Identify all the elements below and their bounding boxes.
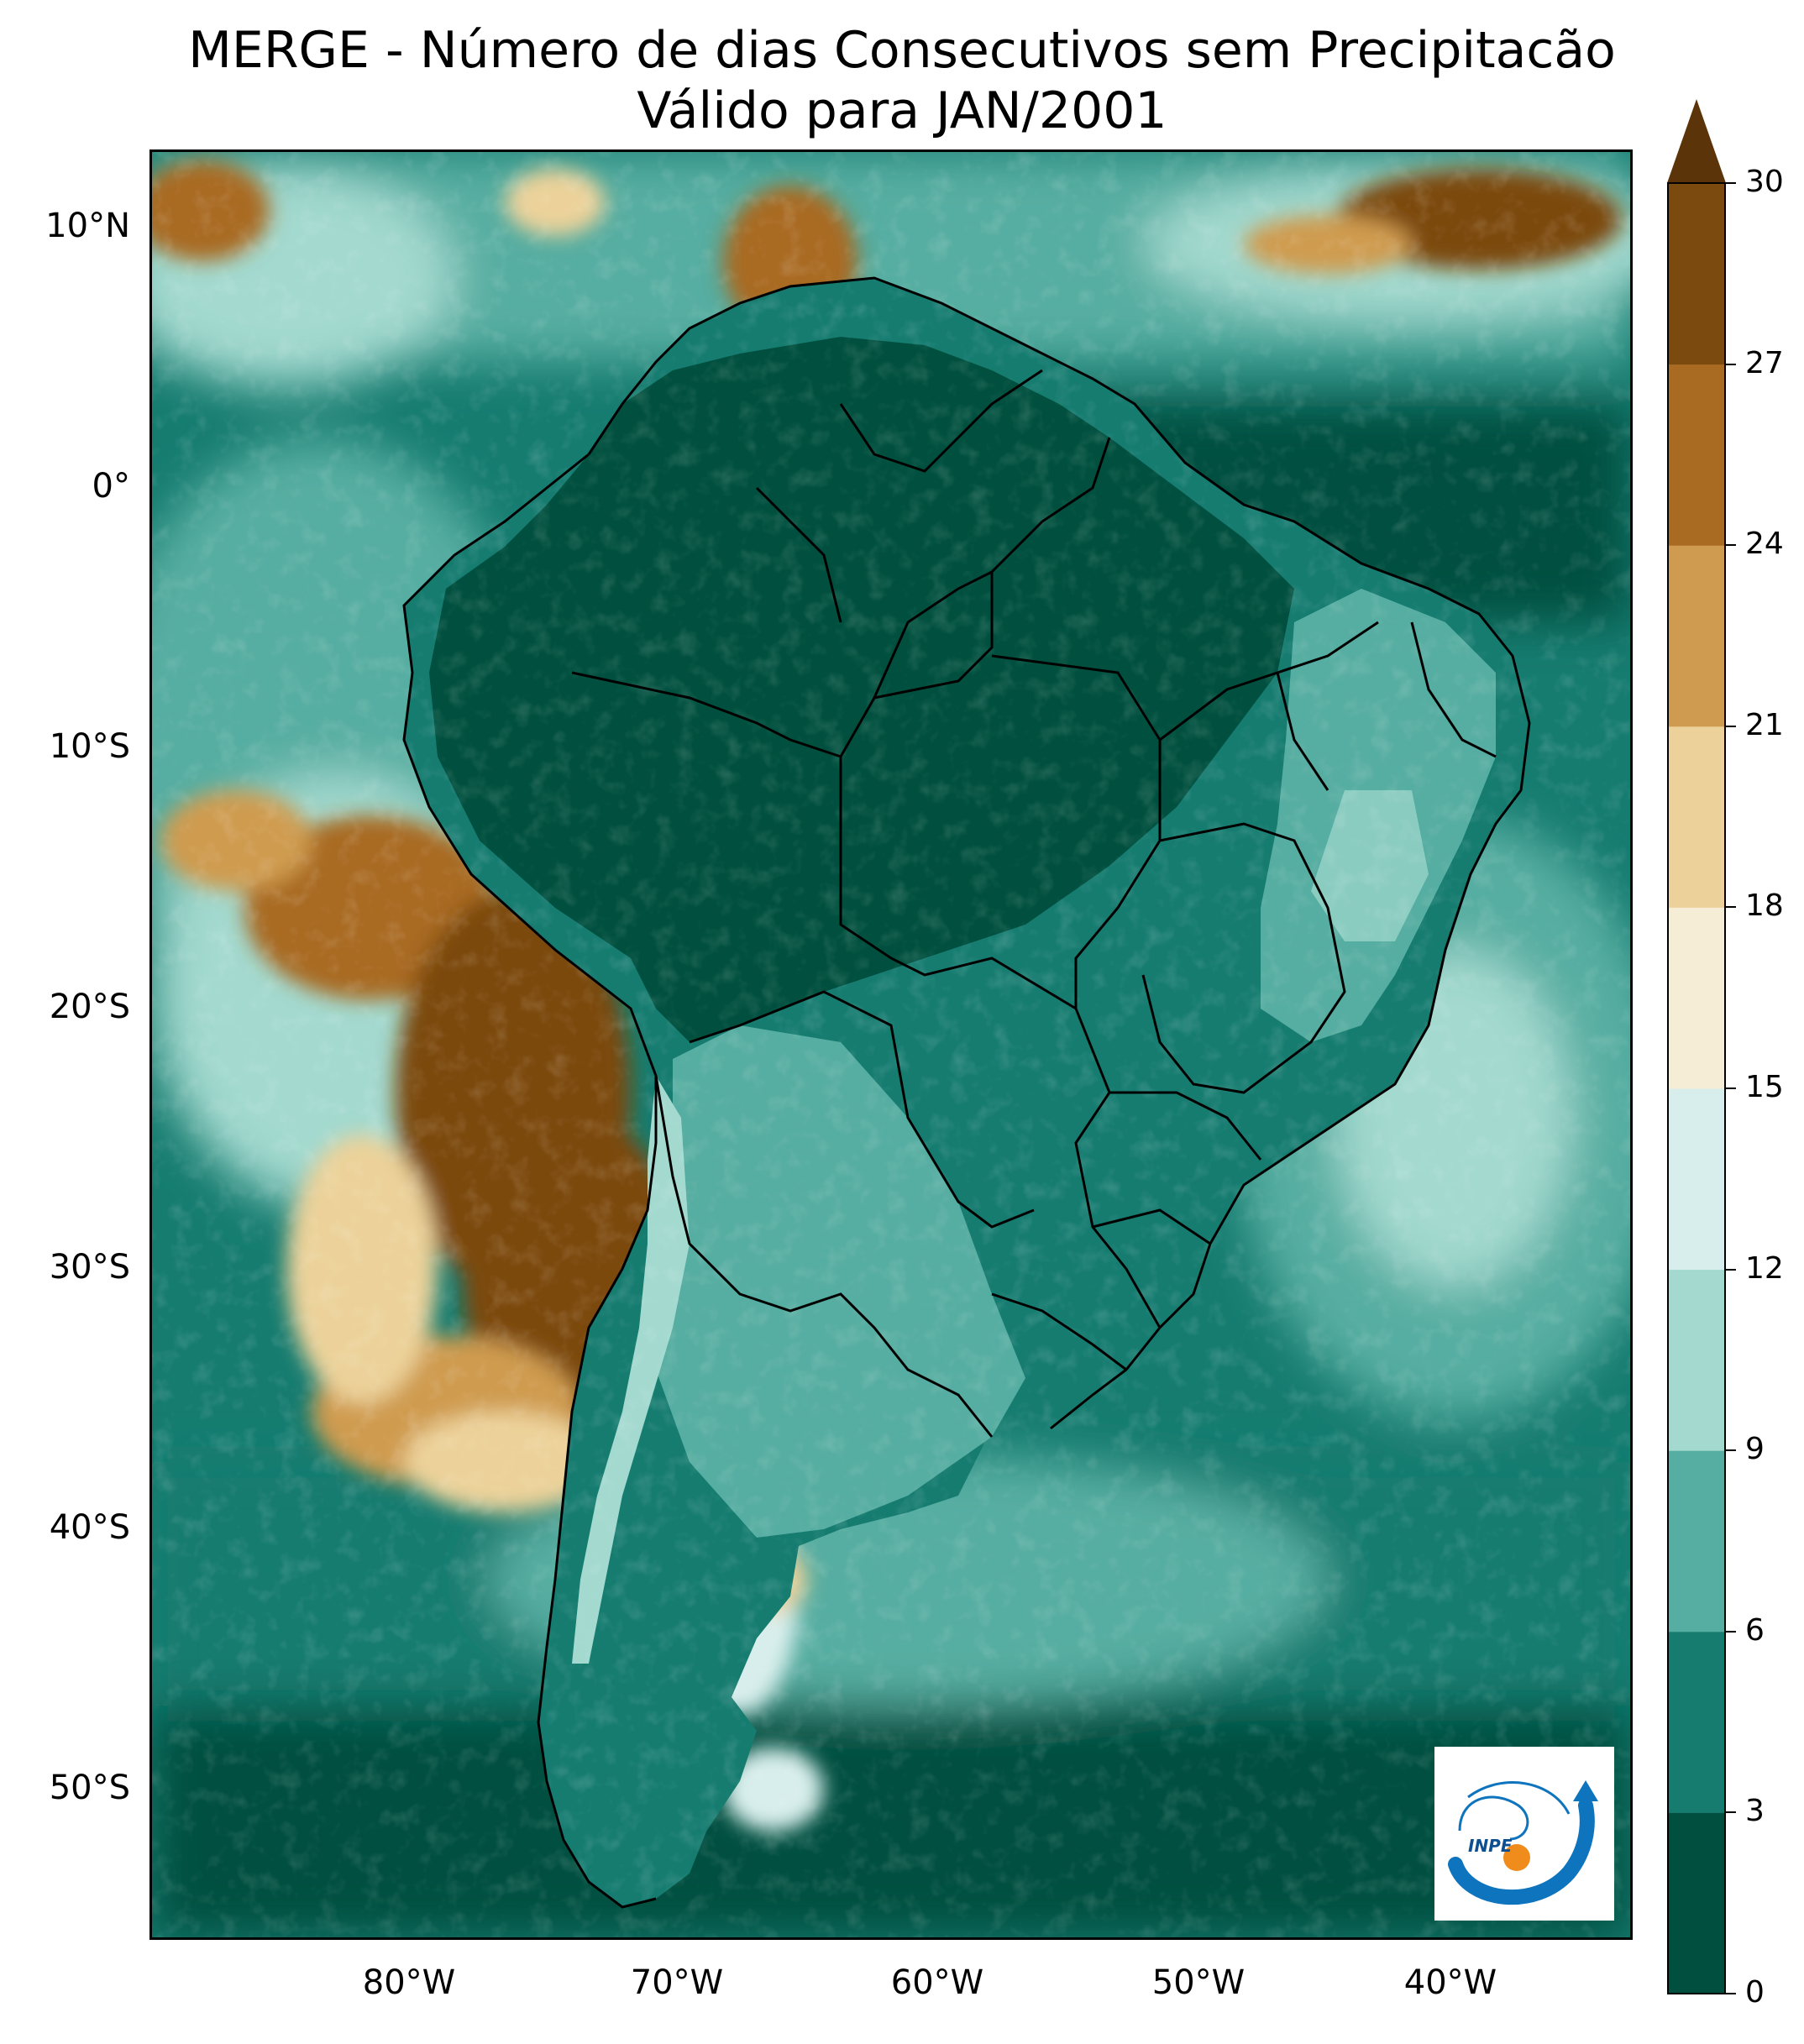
colorbar-tick [1726, 182, 1736, 184]
lat-tick-label: 10°N [45, 207, 130, 245]
map-subtitle: Válido para JAN/2001 [637, 81, 1167, 140]
inpe-logo-text: INPE [1468, 1836, 1513, 1856]
lat-tick-label: 20°S [49, 988, 130, 1026]
colorbar-tick-label: 15 [1745, 1070, 1784, 1104]
lat-tick-label: 50°S [49, 1769, 130, 1807]
colorbar-frame [1667, 182, 1726, 1994]
inpe-logo-icon: INPE [1448, 1780, 1598, 1905]
noise-texture [152, 152, 1630, 1937]
lon-tick-label: 80°W [362, 1963, 456, 2002]
colorbar-tick [1726, 363, 1736, 365]
colorbar-bin [1668, 907, 1725, 1089]
lat-tick-label: 10°S [49, 727, 130, 766]
colorbar-bin [1668, 1812, 1725, 1994]
colorbar-bin [1668, 726, 1725, 908]
colorbar-bin [1668, 364, 1725, 546]
colorbar-tick-label: 30 [1745, 165, 1784, 199]
colorbar-tick [1726, 1993, 1736, 1994]
colorbar-tick-label: 24 [1745, 527, 1784, 562]
colorbar-tick [1726, 1630, 1736, 1633]
colorbar-bin [1668, 183, 1725, 365]
colorbar-tick-label: 3 [1745, 1794, 1765, 1829]
lon-tick-label: 50°W [1151, 1963, 1245, 2002]
colorbar-bin [1668, 1269, 1725, 1451]
colorbar-tick-label: 0 [1745, 1975, 1765, 2010]
colorbar-tick-label: 12 [1745, 1250, 1784, 1286]
colorbar-bin [1668, 545, 1725, 727]
country-borders [402, 276, 1531, 1909]
lat-tick-label: 0° [92, 467, 130, 506]
colorbar-tick [1726, 544, 1736, 547]
colorbar [1667, 99, 1726, 1994]
lon-tick-label: 40°W [1403, 1963, 1497, 2002]
colorbar-tick-label: 9 [1745, 1432, 1765, 1467]
inpe-logo: INPE [1434, 1747, 1614, 1921]
colorbar-bin [1668, 1088, 1725, 1271]
lat-tick-label: 30°S [49, 1248, 130, 1287]
lon-tick-label: 60°W [890, 1963, 984, 2002]
colorbar-bin [1668, 1631, 1725, 1813]
colorbar-tick [1726, 1811, 1736, 1814]
colorbar-tick [1726, 1268, 1736, 1271]
colorbar-tick-label: 27 [1745, 345, 1784, 380]
lat-tick-label: 40°S [49, 1508, 130, 1547]
colorbar-tick [1726, 725, 1736, 727]
map-panel [149, 149, 1633, 1940]
colorbar-tick [1726, 1449, 1736, 1452]
lon-tick-label: 70°W [630, 1963, 724, 2002]
colorbar-bin [1668, 1450, 1725, 1633]
colorbar-tick-label: 6 [1745, 1612, 1765, 1648]
colorbar-tick-label: 18 [1745, 888, 1784, 924]
colorbar-extend-arrow [1667, 99, 1726, 183]
colorbar-tick-label: 21 [1745, 707, 1784, 742]
map-title: MERGE - Número de dias Consecutivos sem … [188, 21, 1616, 80]
precipitation-map [152, 152, 1630, 1937]
colorbar-tick [1726, 1088, 1736, 1089]
colorbar-tick [1726, 906, 1736, 909]
